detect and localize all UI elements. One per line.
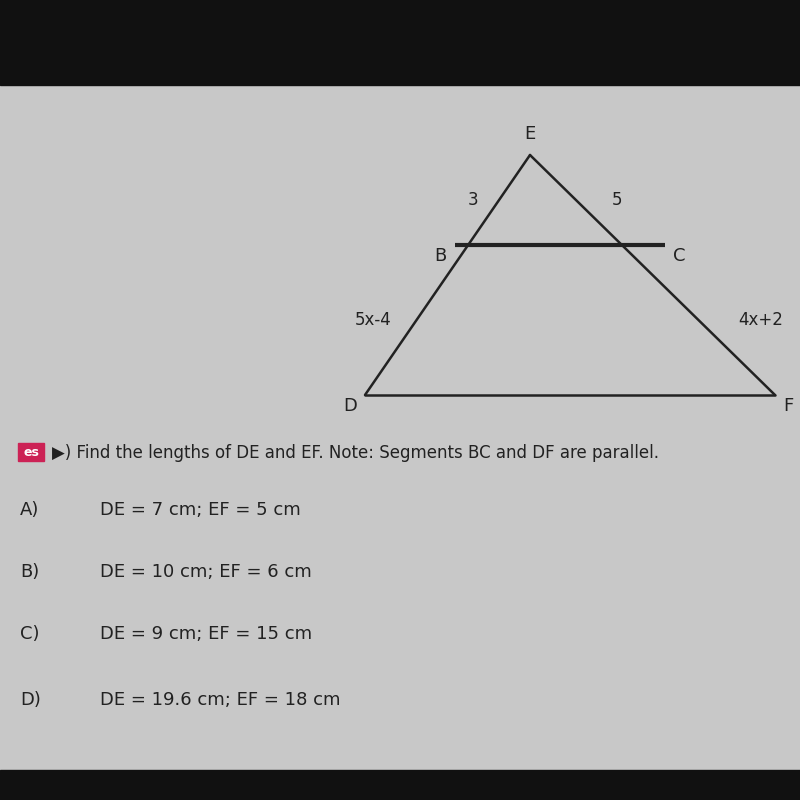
- Text: B): B): [20, 563, 39, 581]
- Text: C: C: [673, 247, 686, 265]
- Text: E: E: [524, 125, 536, 143]
- Text: B: B: [434, 247, 447, 265]
- Text: DE = 10 cm; EF = 6 cm: DE = 10 cm; EF = 6 cm: [100, 563, 312, 581]
- Text: D): D): [20, 691, 41, 709]
- Text: DE = 7 cm; EF = 5 cm: DE = 7 cm; EF = 5 cm: [100, 501, 301, 519]
- Bar: [0, 0, 800, 85]
- Text: ▶) Find the lengths of DE and EF. Note: Segments BC and DF are parallel.: ▶) Find the lengths of DE and EF. Note: …: [52, 444, 659, 462]
- Text: 5: 5: [611, 191, 622, 209]
- Text: C): C): [20, 625, 39, 643]
- Text: F: F: [783, 397, 794, 415]
- Text: 5x-4: 5x-4: [355, 311, 392, 329]
- Text: DE = 9 cm; EF = 15 cm: DE = 9 cm; EF = 15 cm: [100, 625, 312, 643]
- Text: 4x+2: 4x+2: [738, 311, 783, 329]
- Text: DE = 19.6 cm; EF = 18 cm: DE = 19.6 cm; EF = 18 cm: [100, 691, 341, 709]
- Bar: [18, 443, 44, 461]
- Text: D: D: [343, 397, 357, 415]
- Text: es: es: [23, 446, 39, 458]
- Bar: [0, 85, 800, 770]
- Text: A): A): [20, 501, 39, 519]
- Text: 3: 3: [468, 191, 478, 209]
- Bar: [0, 770, 800, 800]
